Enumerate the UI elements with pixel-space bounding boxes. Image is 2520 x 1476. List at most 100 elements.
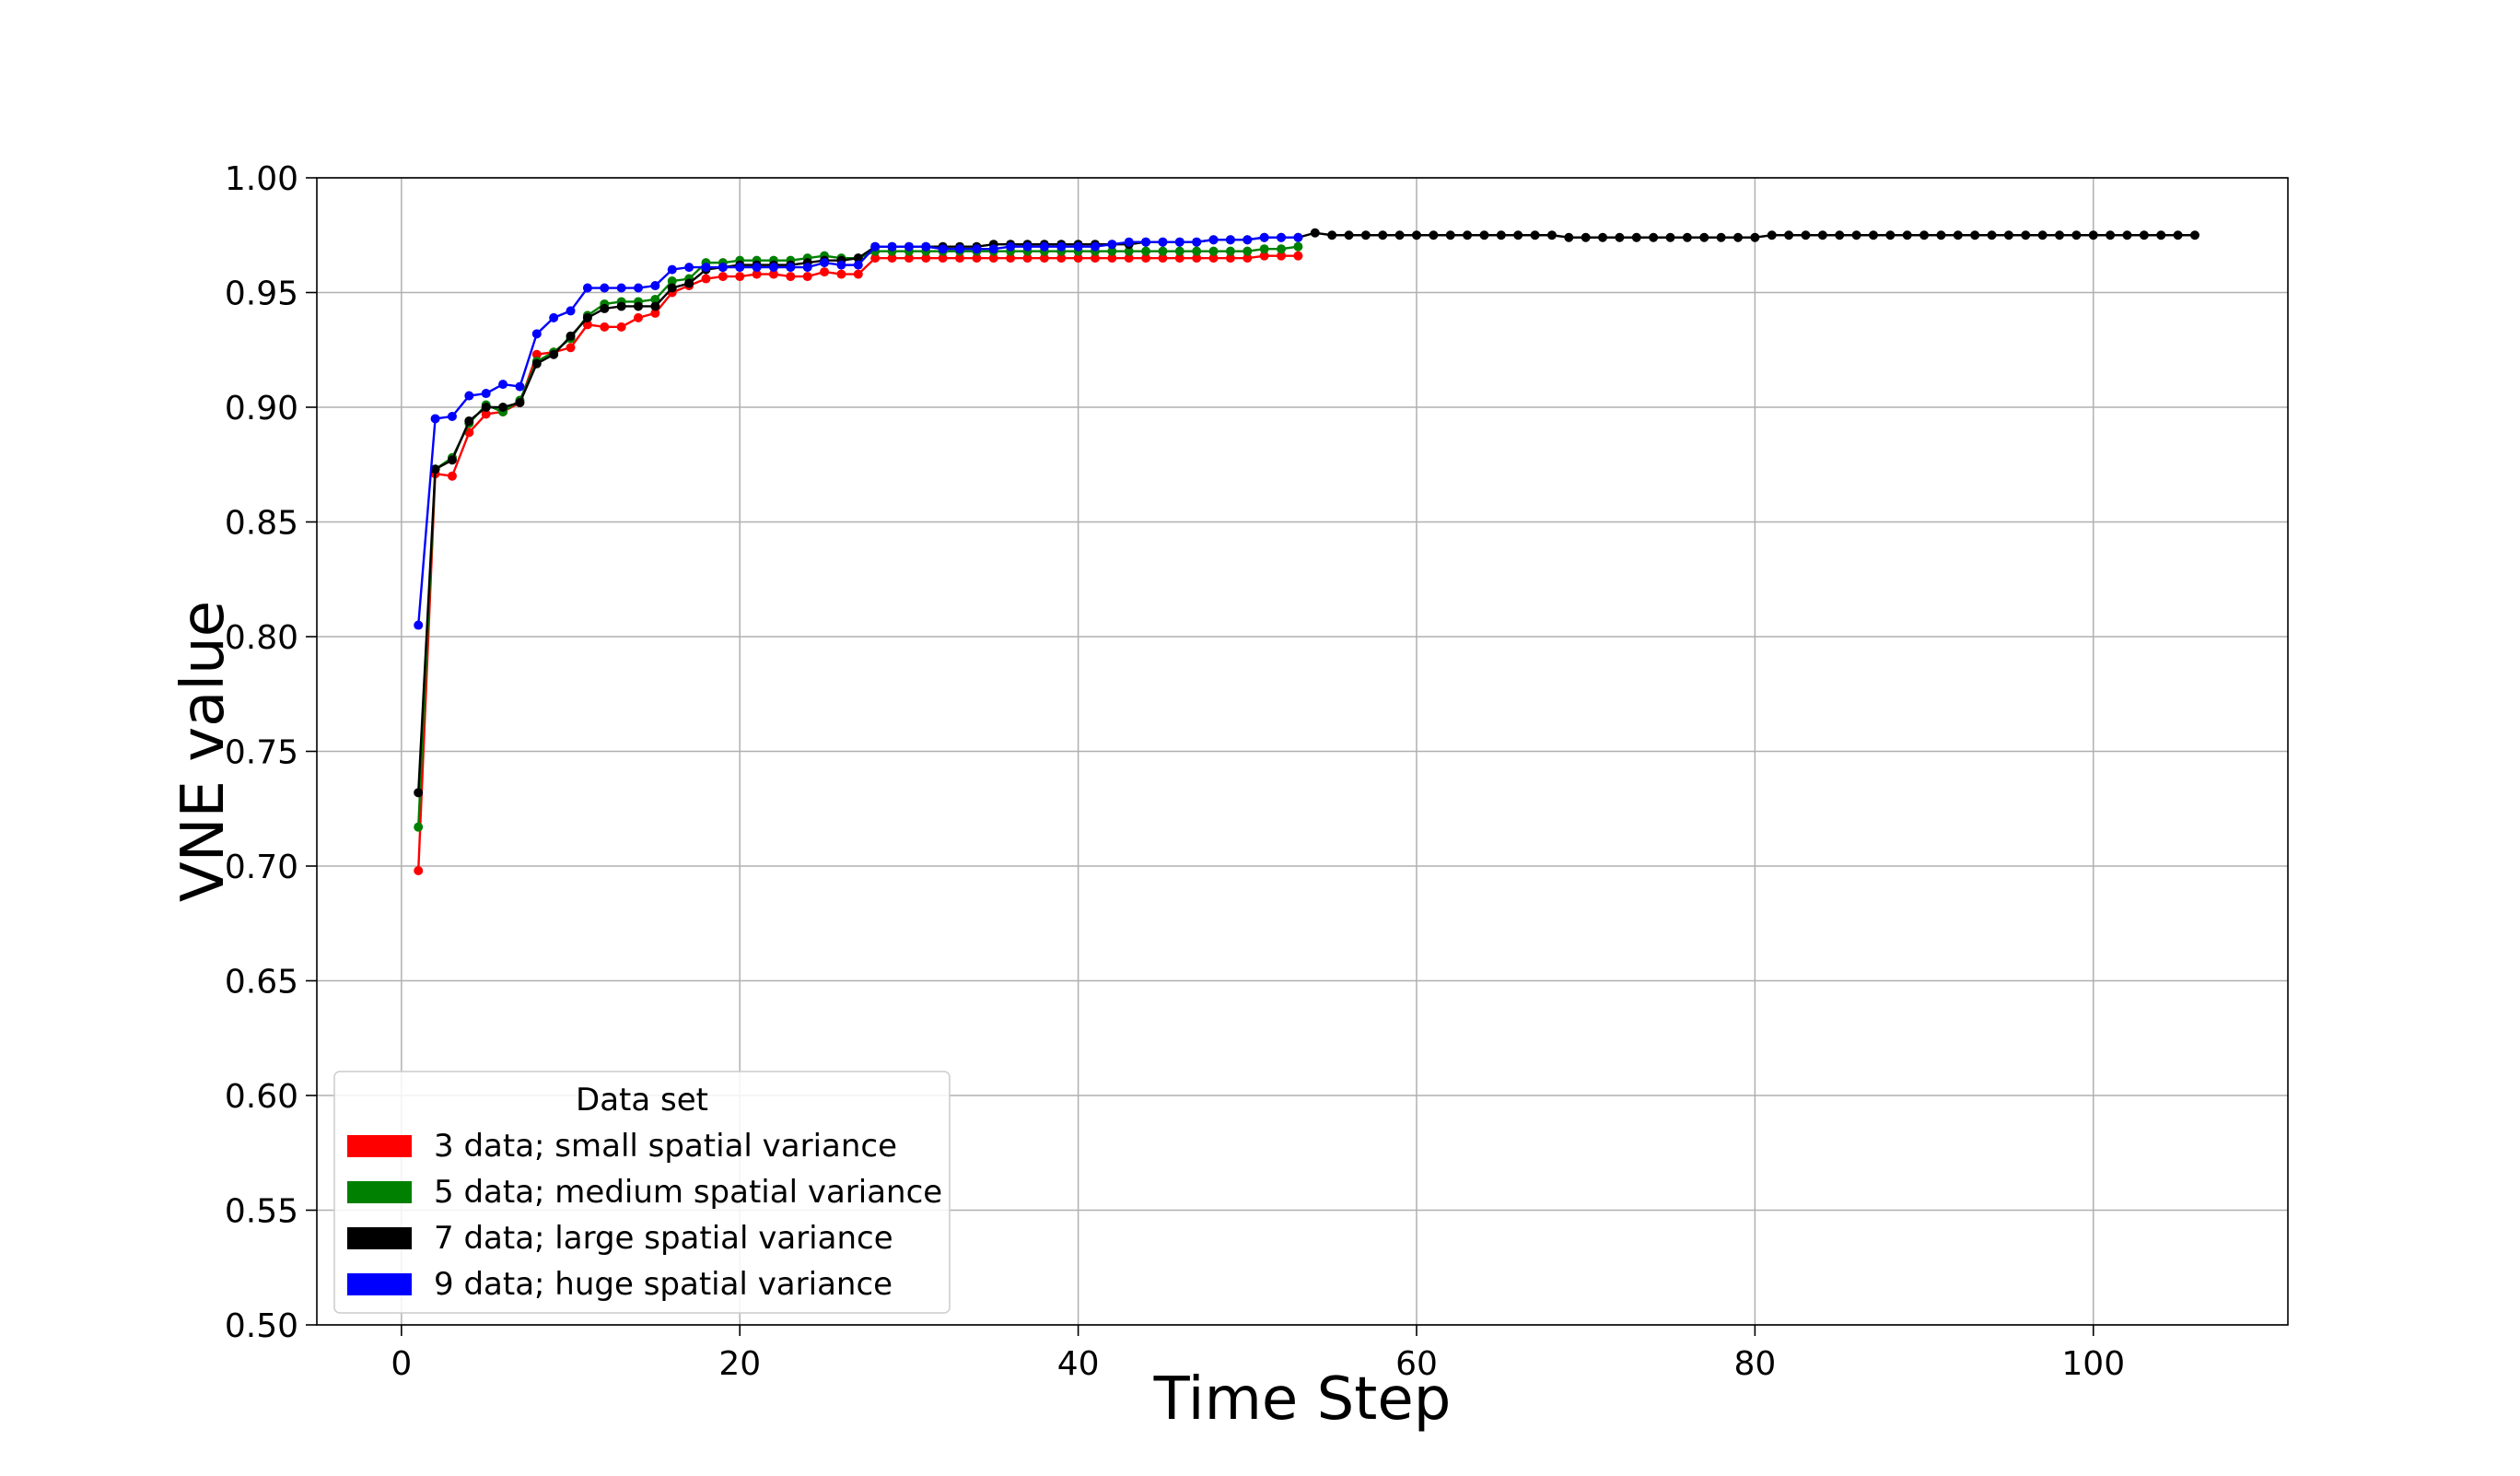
data-point [515, 381, 525, 392]
data-point [447, 471, 457, 481]
data-point [2003, 230, 2013, 240]
data-point [820, 267, 830, 277]
data-point [2173, 230, 2183, 240]
x-tick-label: 0 [391, 1345, 412, 1383]
data-point [1987, 230, 1997, 240]
data-point [1107, 246, 1117, 256]
data-point [1581, 232, 1591, 242]
data-point [701, 274, 711, 284]
data-point [1073, 241, 1083, 252]
data-point [1716, 232, 1726, 242]
data-point [1056, 253, 1067, 264]
legend-entry: 7 data; large spatial variance [434, 1220, 893, 1257]
data-point [1225, 235, 1235, 245]
x-tick-label: 40 [1057, 1345, 1100, 1383]
data-point [600, 303, 610, 313]
data-point [2156, 230, 2166, 240]
legend-items: 3 data; small spatial variance 5 data; me… [347, 1128, 942, 1303]
data-point [1174, 237, 1184, 247]
data-point [2055, 230, 2065, 240]
x-tick-label: 100 [2061, 1345, 2125, 1383]
data-point [1360, 230, 1371, 240]
data-point [1885, 230, 1896, 240]
data-point [430, 464, 440, 474]
data-point [634, 283, 644, 293]
data-point [870, 241, 881, 252]
data-point [1665, 232, 1675, 242]
data-point [481, 409, 491, 419]
data-point [616, 322, 626, 332]
data-point [1141, 237, 1151, 247]
data-point [1750, 232, 1760, 242]
data-point [1006, 241, 1016, 252]
data-point [447, 411, 457, 421]
y-tick-label: 0.70 [225, 849, 298, 886]
data-point [1530, 230, 1540, 240]
data-point [735, 263, 745, 273]
data-point [549, 349, 559, 359]
data-point [887, 253, 897, 264]
data-point [1378, 230, 1388, 240]
data-point [1699, 232, 1709, 242]
data-point [1141, 246, 1151, 256]
data-point [2021, 230, 2031, 240]
data-point [1242, 235, 1253, 245]
data-point [430, 414, 440, 424]
data-point [498, 380, 508, 390]
data-point [1496, 230, 1506, 240]
data-point [1293, 241, 1303, 252]
y-tick-label: 0.55 [225, 1193, 298, 1231]
data-point [414, 788, 424, 798]
data-point [1445, 230, 1455, 240]
data-point [2037, 230, 2048, 240]
data-point [1107, 240, 1117, 250]
legend-swatch [347, 1273, 412, 1295]
data-point [1463, 230, 1473, 240]
data-point [853, 260, 863, 270]
data-point [1970, 230, 1980, 240]
data-point [667, 283, 677, 293]
data-point [836, 260, 846, 270]
data-point [1022, 253, 1032, 264]
data-point [1902, 230, 1912, 240]
data-point [921, 253, 931, 264]
data-point [1124, 246, 1134, 256]
series-layer [414, 228, 2199, 875]
y-tick-label: 0.95 [225, 275, 298, 313]
data-point [972, 253, 982, 264]
data-point [414, 865, 424, 875]
data-point [667, 276, 677, 287]
data-point [1835, 230, 1845, 240]
data-point [634, 301, 644, 311]
data-point [1546, 230, 1557, 240]
data-point [1174, 246, 1184, 256]
data-point [1192, 253, 1202, 264]
data-point [1293, 251, 1303, 261]
data-point [1564, 232, 1574, 242]
data-point [1242, 253, 1253, 264]
x-axis: 0 20 40 60 80 100 [391, 1325, 2125, 1383]
data-point [616, 283, 626, 293]
data-point [1513, 230, 1523, 240]
data-point [600, 283, 610, 293]
data-point [988, 253, 998, 264]
legend-box [333, 1071, 951, 1314]
data-point [1022, 241, 1032, 252]
data-point [938, 244, 948, 254]
data-point [701, 263, 711, 273]
data-point [2088, 230, 2098, 240]
data-point [549, 312, 559, 322]
data-point [650, 294, 660, 304]
data-point [1107, 253, 1117, 264]
data-point [1039, 253, 1049, 264]
data-point [1090, 241, 1100, 252]
data-point [1429, 230, 1439, 240]
data-point [600, 322, 610, 332]
y-tick-label: 0.90 [225, 390, 298, 428]
data-point [566, 306, 576, 316]
data-point [1208, 235, 1219, 245]
data-point [1327, 230, 1337, 240]
data-point [1344, 230, 1354, 240]
data-point [414, 620, 424, 630]
x-axis-title: Time Step [1153, 1365, 1452, 1434]
